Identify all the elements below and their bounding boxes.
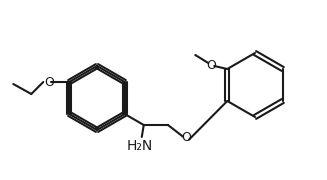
Text: O: O xyxy=(44,75,54,89)
Text: O: O xyxy=(206,58,216,71)
Text: H₂N: H₂N xyxy=(127,139,153,153)
Text: O: O xyxy=(181,131,191,144)
